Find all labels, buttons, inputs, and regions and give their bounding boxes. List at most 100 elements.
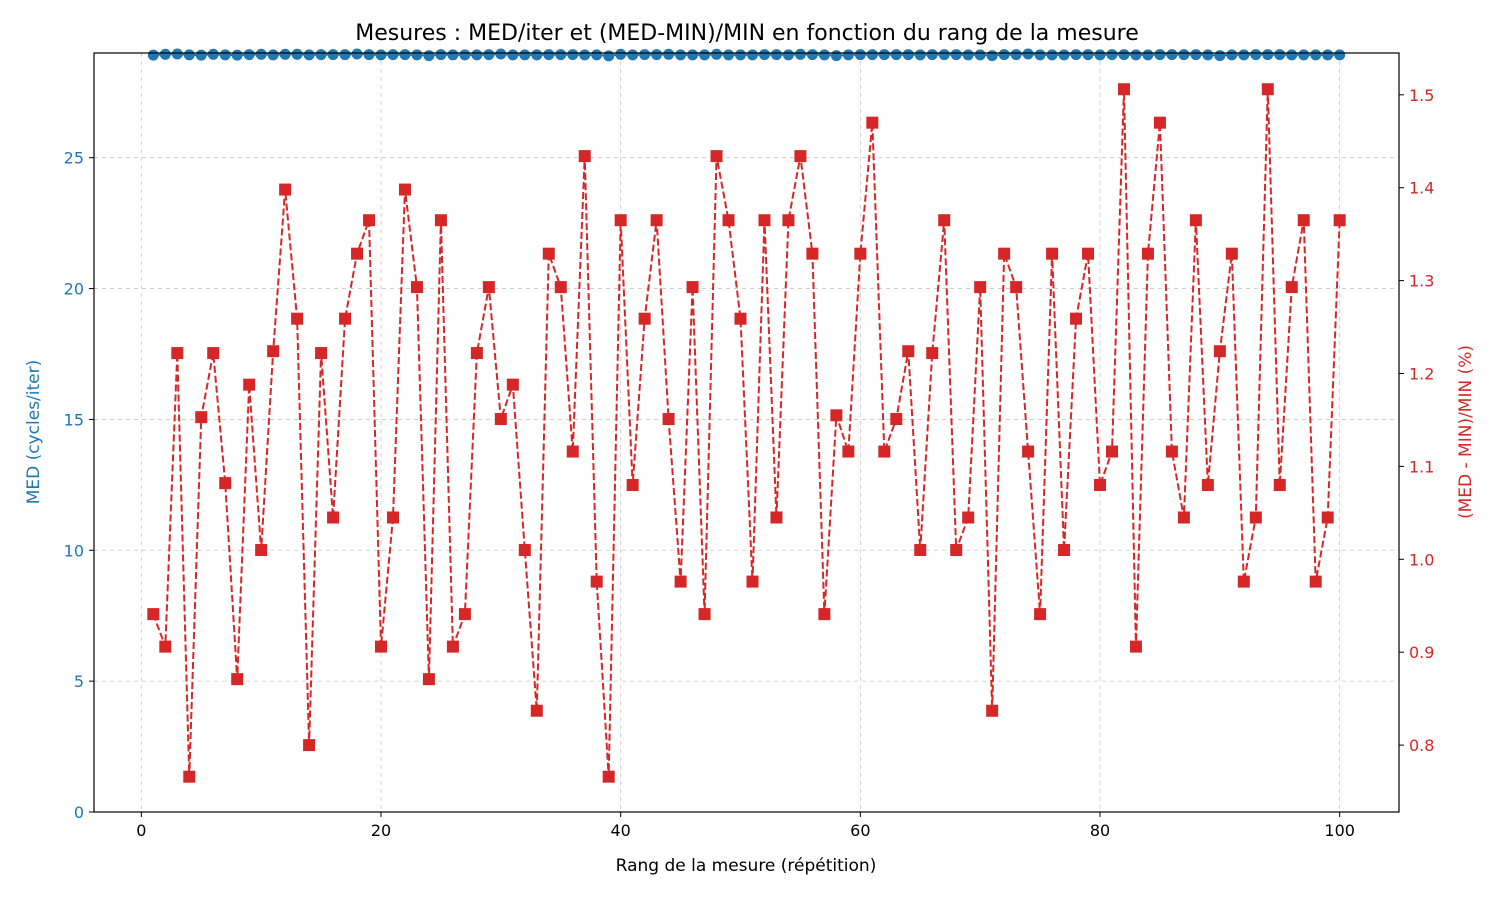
x-tick-label: 0	[136, 821, 146, 840]
med-point	[339, 49, 351, 61]
med-point	[519, 49, 531, 61]
y-right-tick-label: 0.9	[1409, 643, 1434, 662]
med-point	[735, 49, 747, 61]
spread-point	[1261, 83, 1274, 96]
chart-title: Mesures : MED/iter et (MED-MIN)/MIN en f…	[355, 21, 1139, 46]
med-point	[1274, 49, 1286, 61]
med-point	[878, 49, 890, 61]
med-point	[639, 49, 651, 61]
med-point	[818, 49, 830, 61]
spread-point	[398, 183, 411, 196]
spread-point	[375, 640, 388, 653]
y-left-tick-label: 10	[64, 541, 84, 560]
y-axis-left-title: MED (cycles/iter)	[24, 360, 44, 505]
med-point	[411, 49, 423, 61]
spread-point	[1333, 214, 1346, 227]
spread-point	[339, 312, 352, 325]
med-point	[231, 49, 243, 61]
spread-point	[794, 150, 807, 163]
med-point	[267, 49, 279, 61]
spread-point	[1070, 312, 1083, 325]
med-point	[1142, 49, 1154, 61]
spread-point	[542, 247, 555, 260]
spread-point	[1285, 281, 1298, 294]
med-point	[998, 49, 1010, 61]
spread-point	[602, 770, 615, 783]
med-point	[1166, 49, 1178, 61]
series-relative-spread	[147, 83, 1346, 783]
med-point	[471, 49, 483, 61]
med-point	[435, 49, 447, 61]
spread-point	[434, 214, 447, 227]
spread-point	[1129, 640, 1142, 653]
med-point	[507, 49, 519, 61]
spread-point	[147, 608, 160, 621]
spread-point	[578, 150, 591, 163]
med-point	[387, 49, 399, 61]
y-axis-right: 0.8 0.9 1.0 1.1 1.2 1.3 1.4 1.5	[1399, 86, 1434, 755]
med-point	[483, 49, 495, 61]
spread-point	[722, 214, 735, 227]
spread-point	[806, 247, 819, 260]
spread-point	[650, 214, 663, 227]
y-right-tick-label: 1.2	[1409, 365, 1434, 384]
spread-point	[554, 281, 567, 294]
y-right-tick-label: 1.0	[1409, 550, 1434, 569]
x-tick-label: 60	[850, 821, 870, 840]
series-med-line	[153, 53, 1340, 57]
spread-point	[1225, 247, 1238, 260]
med-point	[1250, 49, 1262, 61]
med-point	[303, 49, 315, 61]
med-point	[1034, 49, 1046, 61]
spread-point	[291, 312, 304, 325]
med-point	[1286, 49, 1298, 61]
med-point	[1022, 48, 1034, 60]
spread-point	[1273, 478, 1286, 491]
x-tick-label: 80	[1090, 821, 1110, 840]
plot-frame	[93, 52, 1400, 813]
med-point	[794, 48, 806, 60]
med-point	[195, 49, 207, 61]
spread-point	[518, 544, 531, 557]
y-axis-right-title: (MED - MIN)/MIN (%)	[1456, 345, 1476, 519]
spread-point	[1165, 445, 1178, 458]
spread-point	[219, 477, 232, 490]
med-point	[495, 48, 507, 60]
med-point	[579, 49, 591, 61]
spread-point	[446, 640, 459, 653]
spread-point	[1309, 575, 1322, 588]
med-point	[687, 49, 699, 61]
med-point	[806, 49, 818, 61]
spread-point	[171, 347, 184, 360]
spread-point	[303, 739, 316, 752]
spread-point	[183, 770, 196, 783]
spread-point	[315, 347, 328, 360]
med-point	[1118, 49, 1130, 61]
med-point	[1202, 49, 1214, 61]
spread-point	[842, 445, 855, 458]
med-point	[423, 50, 435, 62]
x-tick-label: 40	[610, 821, 630, 840]
y-right-tick-label: 1.5	[1409, 86, 1434, 105]
spread-point	[614, 214, 627, 227]
spread-point	[530, 704, 543, 717]
med-point	[1238, 49, 1250, 61]
spread-point	[818, 608, 831, 621]
med-point	[627, 49, 639, 61]
series-med-cycles	[147, 48, 1346, 62]
spread-point	[458, 608, 471, 621]
spread-point	[938, 214, 951, 227]
med-point	[1322, 49, 1334, 61]
spread-point	[638, 312, 651, 325]
spread-point	[1034, 608, 1047, 621]
med-point	[1070, 49, 1082, 61]
spread-point	[758, 214, 771, 227]
spread-point	[1201, 478, 1214, 491]
med-point	[351, 48, 363, 60]
spread-point	[1082, 247, 1095, 260]
med-point	[375, 49, 387, 61]
med-point	[327, 49, 339, 61]
med-point	[399, 49, 411, 61]
med-point	[291, 48, 303, 60]
med-point	[315, 49, 327, 61]
